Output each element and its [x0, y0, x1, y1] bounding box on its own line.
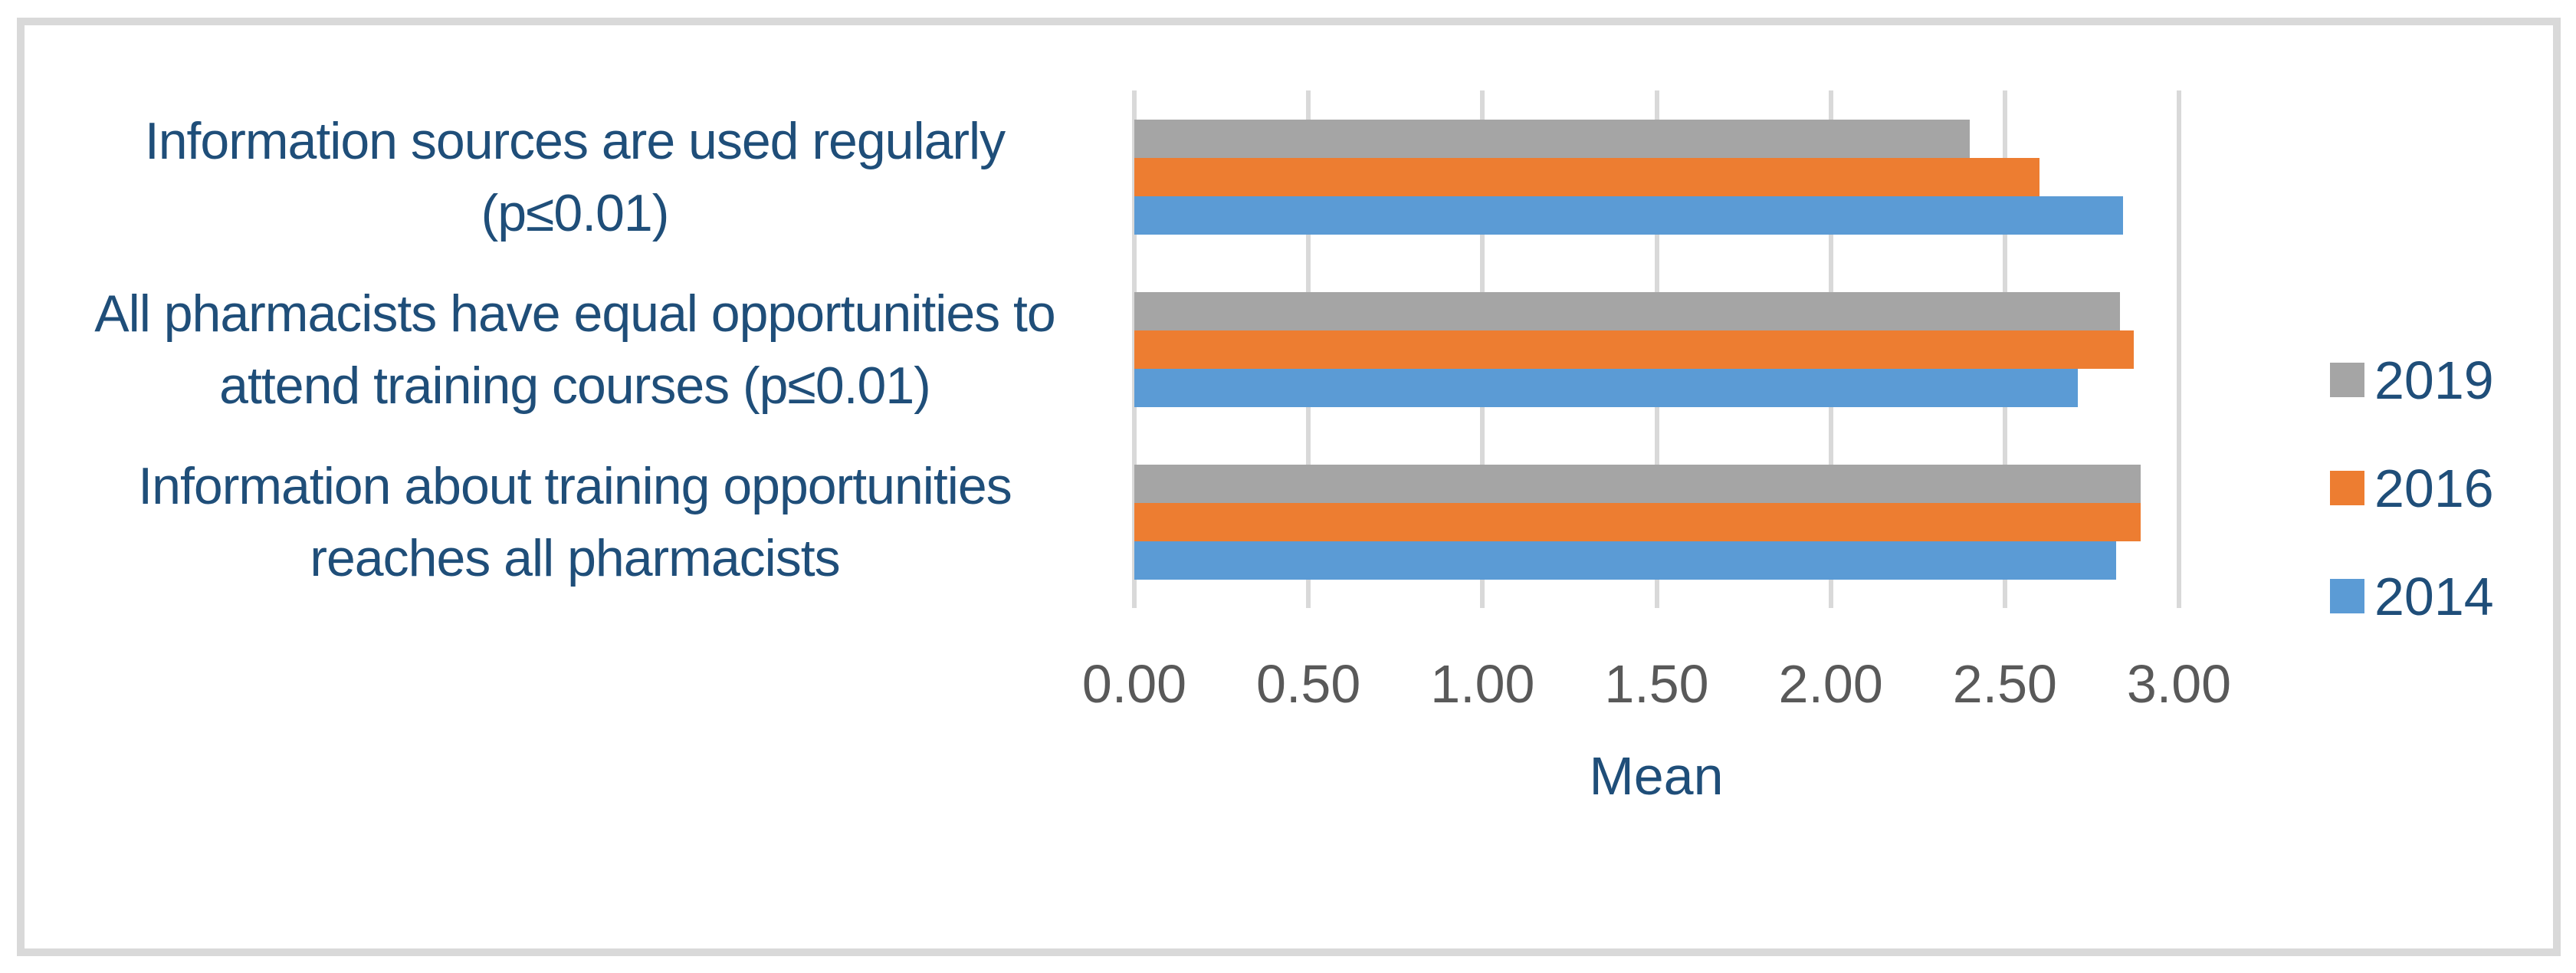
legend-label-2014: 2014 [2374, 566, 2494, 626]
legend-label-2019: 2019 [2374, 350, 2494, 410]
x-tick-label-0.00: 0.00 [1081, 654, 1187, 714]
gridline-3.00 [2177, 90, 2181, 608]
x-axis-title: Mean [1589, 746, 1724, 806]
x-tick-label-0.50: 0.50 [1256, 654, 1361, 714]
bar-2016-category-1 [1134, 157, 2040, 196]
category-label-1: Information sources are used regularly (p… [31, 105, 1119, 249]
bar-2014-category-2 [1134, 368, 2079, 407]
x-tick-label-3.00: 3.00 [2126, 654, 2232, 714]
category-label-line: Information about training opportunities [138, 456, 1012, 515]
legend-swatch-icon-2014 [2330, 579, 2364, 613]
category-label-line: Information sources are used regularly [144, 111, 1006, 170]
legend-swatch-icon-2019 [2330, 363, 2364, 397]
legend-swatch-icon-2016 [2330, 471, 2364, 505]
chart-border-frame [17, 18, 2561, 956]
category-label-line: attend training courses (p≤0.01) [219, 356, 931, 415]
plot-area [1132, 90, 2181, 608]
category-label-line: (p≤0.01) [481, 183, 670, 242]
x-tick-label-1.00: 1.00 [1430, 654, 1535, 714]
bar-2019-category-3 [1134, 464, 2141, 503]
bar-2019-category-2 [1134, 291, 2120, 330]
x-tick-label-2.50: 2.50 [1952, 654, 2057, 714]
category-label-3: Information about training opportunities… [31, 450, 1119, 594]
category-axis-labels: Information sources are used regularly (p… [31, 90, 1119, 608]
bar-2014-category-1 [1134, 196, 2124, 235]
x-tick-label-2.00: 2.00 [1778, 654, 1883, 714]
bar-2016-category-3 [1134, 502, 2141, 541]
bar-2014-category-3 [1134, 541, 2117, 580]
category-label-line: reaches all pharmacists [310, 528, 840, 587]
bar-2016-category-2 [1134, 330, 2134, 369]
category-label-line: All pharmacists have equal opportunities… [94, 284, 1056, 343]
category-label-2: All pharmacists have equal opportunities… [31, 278, 1119, 422]
bar-2019-category-1 [1134, 119, 1971, 158]
legend-label-2016: 2016 [2374, 458, 2494, 518]
x-tick-label-1.50: 1.50 [1604, 654, 1709, 714]
